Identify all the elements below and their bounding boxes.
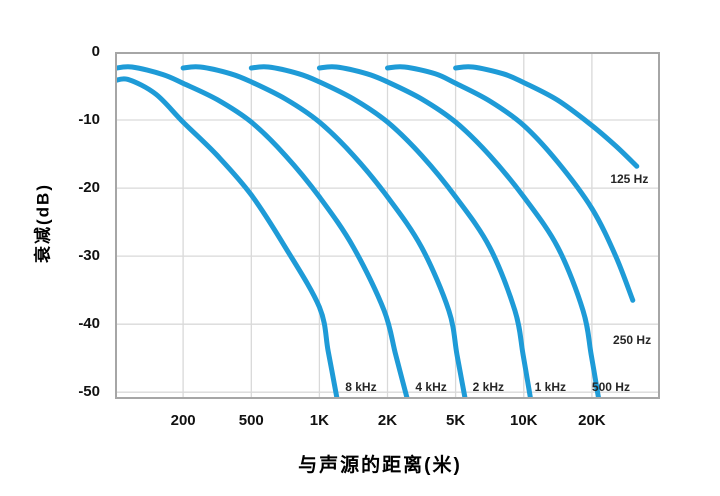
- curve-label-8kHz: 8 kHz: [345, 379, 377, 394]
- curve-label-250Hz: 250 Hz: [613, 333, 652, 348]
- x-tick-20K: 20K: [578, 412, 606, 429]
- curve-label-125Hz: 125 Hz: [610, 171, 649, 186]
- x-tick-2K: 2K: [377, 412, 398, 429]
- x-tick-5K: 5K: [446, 412, 466, 429]
- curve-125Hz: [453, 64, 640, 169]
- x-axis-title: 与声源的距离(米): [298, 455, 462, 476]
- y-tick--50: -50: [78, 383, 100, 401]
- curve-250Hz: [385, 64, 636, 303]
- curve-label-500Hz: 500 Hz: [591, 379, 630, 394]
- y-tick--30: -30: [78, 247, 100, 265]
- curve-1kHz: [248, 64, 534, 399]
- curve-label-2kHz: 2 kHz: [472, 379, 504, 394]
- y-tick--10: -10: [78, 111, 100, 129]
- x-tick-200: 200: [170, 412, 196, 429]
- y-tick--40: -40: [78, 315, 100, 333]
- curve-8kHz: [115, 76, 340, 399]
- curve-label-4kHz: 4 kHz: [415, 379, 447, 394]
- x-tick-10K: 10K: [509, 412, 538, 429]
- y-tick-0: 0: [91, 43, 100, 60]
- curve-label-1kHz: 1 kHz: [534, 379, 566, 394]
- curve-500Hz: [316, 64, 602, 399]
- plot-area: 8 kHz 4 kHz 2 kHz 1 kHz 500 Hz 250 Hz 125 Hz: [115, 52, 660, 399]
- curve-2kHz: [180, 64, 468, 399]
- curve-4kHz: [115, 64, 410, 399]
- y-tick--20: -20: [78, 179, 100, 197]
- chart-canvas: [115, 52, 660, 399]
- x-tick-500: 500: [238, 412, 264, 429]
- x-tick-1K: 1K: [309, 412, 329, 429]
- plot-border: [115, 52, 660, 399]
